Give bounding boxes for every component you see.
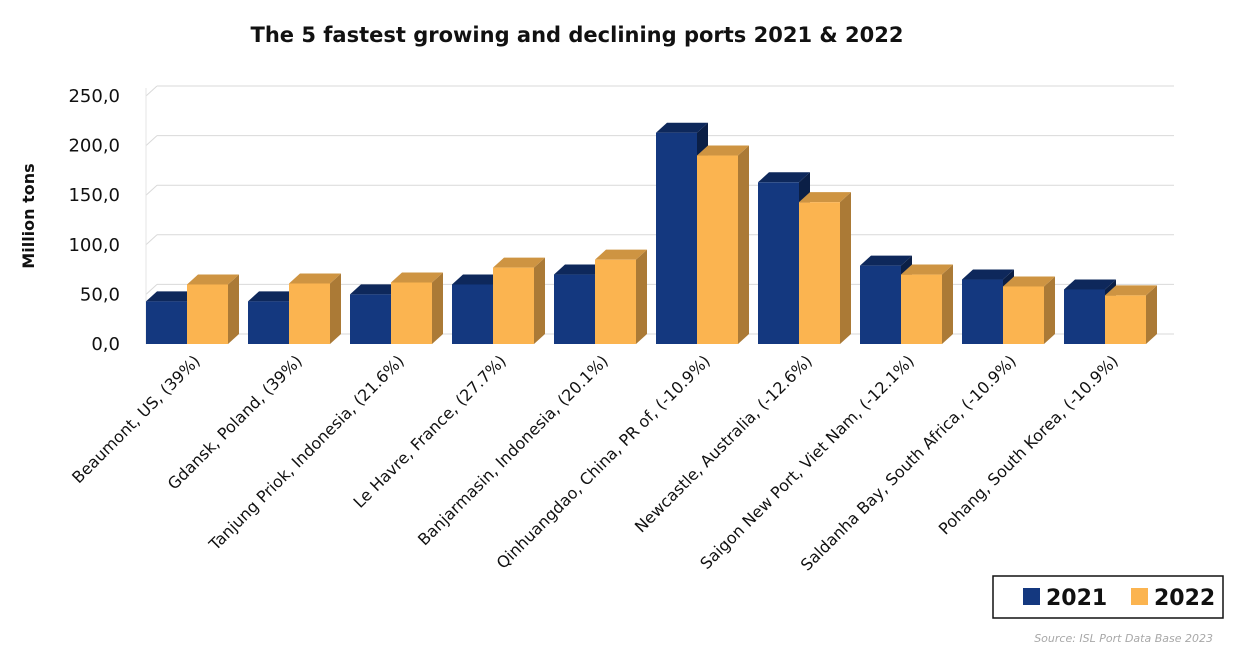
bar-side	[228, 274, 239, 344]
bar-front	[656, 132, 697, 344]
y-tick-label: 150,0	[68, 185, 120, 206]
bar-front	[595, 259, 636, 344]
bar-side	[942, 264, 953, 344]
bar-top	[391, 272, 443, 283]
gridline-depth	[145, 284, 158, 295]
bar-top	[248, 291, 300, 302]
bar-front	[1003, 286, 1044, 344]
gridline-depth	[145, 135, 158, 146]
legend-swatch-2022	[1131, 588, 1148, 605]
bar-front	[901, 274, 942, 344]
gridline-depth	[145, 85, 158, 97]
bar-top	[187, 274, 239, 285]
y-tick-label: 200,0	[68, 136, 120, 157]
bar-top	[146, 291, 198, 302]
bar-top	[452, 274, 504, 285]
bar-top	[901, 264, 953, 275]
bar-top	[289, 273, 341, 284]
y-tick-label: 50,0	[80, 284, 120, 305]
bar-top	[799, 192, 851, 203]
bar-side	[330, 273, 341, 344]
bar-2022-6	[697, 145, 749, 344]
bar-side	[738, 145, 749, 344]
bar-front	[860, 265, 901, 344]
bar-side	[1146, 285, 1157, 344]
bar-front	[962, 279, 1003, 344]
bar-top	[962, 269, 1014, 280]
gridline-depth	[145, 234, 158, 246]
bar-front	[554, 274, 595, 344]
bar-front	[289, 283, 330, 344]
bar-front	[1064, 289, 1105, 344]
x-category-label: Newcastle, Australia, (-12.6%)	[631, 351, 816, 536]
bar-front	[248, 301, 289, 344]
legend-swatch-2021	[1023, 588, 1040, 605]
bar-front	[452, 284, 493, 344]
bar-2022-8	[901, 264, 953, 344]
bar-side	[1044, 276, 1055, 344]
y-tick-label: 250,0	[68, 86, 120, 107]
bar-front	[187, 284, 228, 344]
bar-2022-3	[391, 272, 443, 344]
bar-front	[1105, 295, 1146, 344]
bar-top	[554, 264, 606, 275]
y-tick-label: 0,0	[91, 334, 120, 355]
bar-2022-1	[187, 274, 239, 344]
x-category-label: Tanjung Priok, Indonesia, (21.6%)	[205, 351, 408, 554]
bar-top	[350, 284, 402, 295]
bar-top	[1064, 279, 1116, 290]
bar-front	[493, 267, 534, 344]
bar-2022-10	[1105, 285, 1157, 344]
bar-top	[697, 145, 749, 156]
legend-label-2021: 2021	[1046, 586, 1107, 611]
bar-top	[758, 172, 810, 183]
bar-front	[697, 155, 738, 344]
bar-top	[1105, 285, 1157, 296]
y-axis-label: Million tons	[19, 163, 38, 268]
bar-2022-5	[595, 249, 647, 344]
bar-side	[636, 249, 647, 344]
x-axis-category-labels: Beaumont, US, (39%)Gdansk, Poland, (39%)…	[68, 351, 1122, 574]
bar-side	[840, 192, 851, 344]
bar-top	[493, 257, 545, 268]
x-category-label: Saigon New Port, Viet Nam, (-12.1%)	[696, 351, 918, 573]
bars	[146, 122, 1157, 344]
x-category-label: Qinhuangdao, China, PR of, (-10.9%)	[493, 351, 714, 572]
bar-side	[432, 272, 443, 344]
gridline-depth	[145, 184, 158, 196]
bar-top	[860, 255, 912, 266]
source-note: Source: ISL Port Data Base 2023	[1034, 632, 1213, 645]
bar-top	[595, 249, 647, 260]
legend-label-2022: 2022	[1154, 586, 1215, 611]
bar-top	[656, 122, 708, 133]
bar-front	[350, 294, 391, 344]
x-category-label: Pohang, South Korea, (-10.9%)	[935, 351, 1122, 538]
bar-top	[1003, 276, 1055, 287]
x-category-label: Saldanha Bay, South Africa, (-10.9%)	[797, 351, 1020, 574]
bar-front	[391, 282, 432, 344]
bar-2022-7	[799, 192, 851, 344]
y-tick-label: 100,0	[68, 235, 120, 256]
bar-side	[534, 257, 545, 344]
legend: 2021 2022	[992, 575, 1224, 619]
x-category-label: Banjarmasin, Indonesia, (20.1%)	[414, 351, 612, 549]
chart-title: The 5 fastest growing and declining port…	[251, 23, 904, 47]
bar-front	[146, 301, 187, 344]
bar-2022-2	[289, 273, 341, 344]
y-axis-ticks: 0,0 50,0 100,0 150,0 200,0 250,0	[68, 86, 120, 355]
bar-2022-9	[1003, 276, 1055, 344]
bar-front	[758, 182, 799, 344]
bar-front	[799, 202, 840, 344]
bar-2022-4	[493, 257, 545, 344]
